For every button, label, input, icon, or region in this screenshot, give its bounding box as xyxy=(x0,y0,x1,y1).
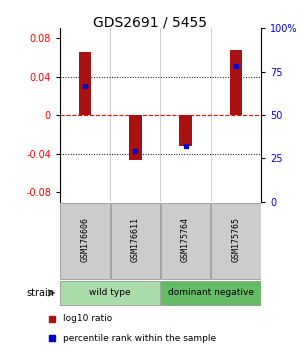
Text: GSM175765: GSM175765 xyxy=(231,217,240,262)
Text: GSM176606: GSM176606 xyxy=(81,217,90,262)
Text: GSM176611: GSM176611 xyxy=(131,217,140,262)
Bar xyxy=(230,50,242,115)
Bar xyxy=(161,281,261,305)
Bar xyxy=(79,52,92,115)
Bar xyxy=(129,115,142,160)
Bar xyxy=(179,115,192,146)
Text: wild type: wild type xyxy=(89,289,131,297)
Text: dominant negative: dominant negative xyxy=(168,289,254,297)
Text: percentile rank within the sample: percentile rank within the sample xyxy=(64,333,217,343)
Bar xyxy=(161,202,211,279)
Text: strain: strain xyxy=(26,288,54,298)
Text: log10 ratio: log10 ratio xyxy=(64,314,113,323)
Bar xyxy=(60,281,160,305)
Bar xyxy=(211,202,261,279)
Bar xyxy=(110,202,160,279)
Bar xyxy=(60,202,110,279)
Text: GDS2691 / 5455: GDS2691 / 5455 xyxy=(93,16,207,30)
Text: GSM175764: GSM175764 xyxy=(181,217,190,262)
